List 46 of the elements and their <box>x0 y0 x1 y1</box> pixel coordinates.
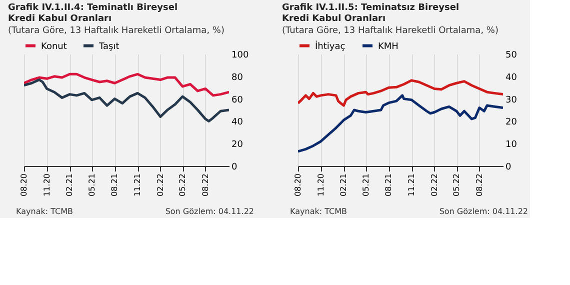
legend-label: Konut <box>41 42 68 52</box>
y-tick-label: 40 <box>232 118 244 128</box>
y-tick-label: 100 <box>232 50 249 60</box>
y-tick-label: 10 <box>506 140 518 150</box>
x-tick-label: 02.22 <box>156 174 165 196</box>
y-tick-label: 0 <box>506 162 512 172</box>
line-series <box>298 94 503 153</box>
text: Kaynak: TCMB <box>290 207 347 216</box>
x-tick-label: 08.22 <box>200 174 210 196</box>
x-tick-label: 05.21 <box>361 174 370 196</box>
chart-title: Grafik IV.1.II.4: Teminatlı Bireysel Kredi Kabul Oranları <box>8 3 178 24</box>
text: Son Gözlem: 04.11.22 <box>439 207 528 216</box>
y-tick-label: 40 <box>506 72 518 83</box>
line-series <box>24 72 229 97</box>
y-tick-label: 60 <box>232 95 244 106</box>
chart-title: Grafik IV.1.II.5: Teminatsız Bireysel Kredi Kabul Oranları <box>282 3 460 24</box>
x-tick-label: 02.22 <box>430 174 439 196</box>
x-tick-label: 08.21 <box>384 174 394 196</box>
y-tick-label: 20 <box>506 118 518 128</box>
x-tick-label: 02.21 <box>65 174 74 196</box>
x-tick-label: 05.22 <box>452 174 462 196</box>
chart-subtitle: (Tutara Göre, 13 Haftalık Hareketli Ortalama, %) <box>282 26 498 36</box>
x-tick-label: 11.21 <box>407 174 416 196</box>
x-tick-label: 05.21 <box>87 174 96 196</box>
x-tick-label: 02.21 <box>339 174 348 196</box>
x-tick-label: 08.20 <box>20 174 28 196</box>
x-tick-label: 08.20 <box>294 174 302 196</box>
text: Son Gözlem: 04.11.22 <box>165 207 254 216</box>
y-tick-label: 20 <box>232 140 244 150</box>
legend-label: Taşıt <box>98 42 120 52</box>
y-tick-label: 0 <box>232 162 238 172</box>
chart-subtitle: (Tutara Göre, 13 Haftalık Hareketli Ortalama, %) <box>8 26 224 36</box>
legend-label: İhtiyaç <box>315 40 346 52</box>
line-series <box>298 79 503 107</box>
x-tick-label: 11.20 <box>42 174 52 196</box>
x-tick-label: 05.22 <box>178 174 188 196</box>
y-tick-label: 50 <box>506 50 518 60</box>
x-tick-label: 08.21 <box>110 174 120 196</box>
legend-label: KMH <box>378 42 398 52</box>
x-tick-label: 08.22 <box>474 174 484 196</box>
y-tick-label: 80 <box>232 72 244 83</box>
x-tick-label: 11.21 <box>133 174 142 196</box>
x-tick-label: 11.20 <box>316 174 326 196</box>
text: Kaynak: TCMB <box>16 207 73 216</box>
y-tick-label: 30 <box>506 95 518 106</box>
line-series <box>24 78 229 122</box>
